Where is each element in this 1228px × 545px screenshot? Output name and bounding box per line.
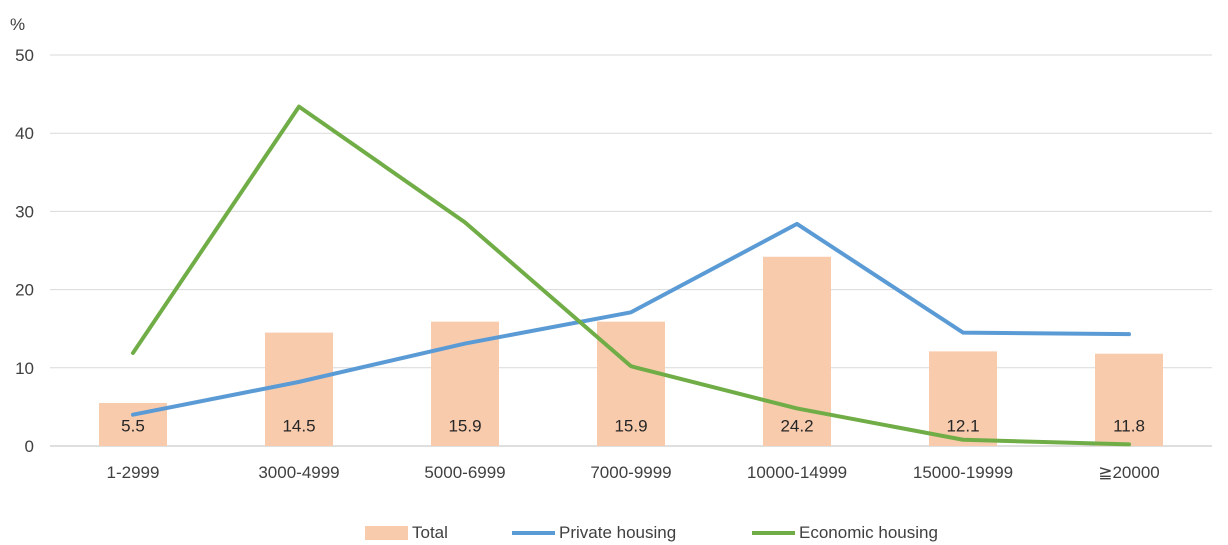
x-tick-label: 5000-6999 xyxy=(424,463,505,482)
legend-swatch-total xyxy=(365,526,408,540)
line-series xyxy=(131,104,1131,447)
bar-total xyxy=(597,321,665,446)
y-tick-label: 30 xyxy=(15,202,34,221)
y-tick-label: 20 xyxy=(15,281,34,300)
x-tick-label: ≧20000 xyxy=(1098,463,1160,482)
bar-total xyxy=(1095,353,1163,446)
y-axis-ticks: 0 10 20 30 40 50 xyxy=(15,46,34,456)
x-tick-label: 7000-9999 xyxy=(590,463,671,482)
legend-item-total: Total xyxy=(365,522,448,544)
data-label-total: 5.5 xyxy=(121,417,145,436)
legend-swatch-economic-housing xyxy=(752,531,795,535)
y-unit-label: % xyxy=(10,15,25,34)
bar-total xyxy=(265,332,333,446)
bar-total xyxy=(929,351,997,446)
data-label-total: 14.5 xyxy=(282,417,315,436)
data-label-total: 11.8 xyxy=(1113,417,1145,436)
data-label-total: 24.2 xyxy=(780,417,813,436)
y-tick-label: 10 xyxy=(15,359,34,378)
y-tick-label: 0 xyxy=(25,437,34,456)
x-tick-label: 1-2999 xyxy=(107,463,160,482)
gridlines xyxy=(50,54,1212,447)
bar-series-total xyxy=(99,256,1163,446)
line-private-housing xyxy=(131,221,1131,417)
x-tick-label: 15000-19999 xyxy=(913,463,1013,482)
legend-label-economic-housing: Economic housing xyxy=(799,523,938,542)
legend-item-economic-housing: Economic housing xyxy=(752,522,938,544)
data-label-total: 15.9 xyxy=(614,417,647,436)
y-tick-label: 40 xyxy=(15,124,34,143)
x-axis-ticks: 1-2999 3000-4999 5000-6999 7000-9999 10000-1… xyxy=(107,463,1160,482)
x-tick-label: 3000-4999 xyxy=(258,463,339,482)
legend-label-private-housing: Private housing xyxy=(559,523,677,542)
data-label-total: 12.1 xyxy=(946,417,979,436)
legend-swatch-private-housing xyxy=(512,531,555,535)
x-tick-label: 10000-14999 xyxy=(747,463,847,482)
y-tick-label: 50 xyxy=(15,46,34,65)
data-label-total: 15.9 xyxy=(448,417,481,436)
legend: Total Private housing Economic housing xyxy=(0,522,1228,544)
legend-item-private-housing: Private housing xyxy=(512,522,676,544)
legend-label-total: Total xyxy=(412,523,448,542)
data-labels: 5.5 14.5 15.9 15.9 24.2 12.1 11.8 xyxy=(121,417,1145,436)
line-economic-housing xyxy=(131,104,1131,447)
